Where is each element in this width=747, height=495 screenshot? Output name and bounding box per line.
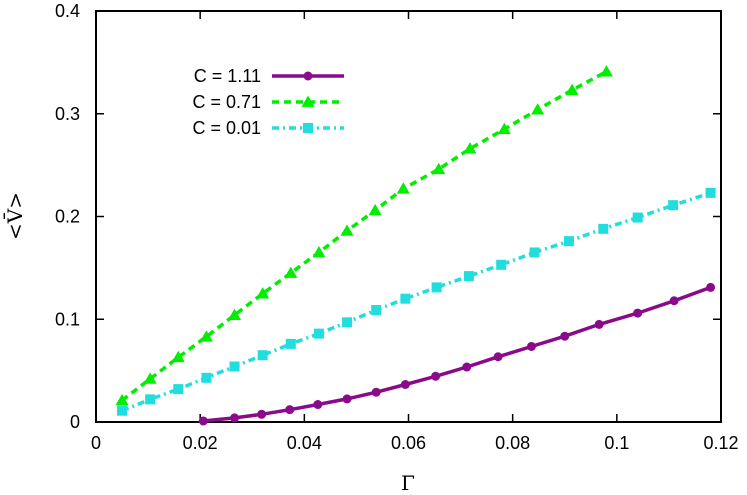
data-point bbox=[115, 393, 129, 406]
data-point bbox=[257, 350, 268, 361]
data-point bbox=[497, 122, 511, 135]
x-tick-label: 0.12 bbox=[703, 433, 738, 453]
data-point bbox=[432, 162, 446, 175]
legend: C = 1.11 C = 0.71 C = 0.01 bbox=[192, 66, 344, 138]
data-point bbox=[598, 223, 609, 234]
x-tick-label: 0.08 bbox=[495, 433, 530, 453]
data-point bbox=[493, 352, 503, 362]
data-point bbox=[632, 212, 643, 223]
series-2 bbox=[115, 65, 613, 406]
data-point bbox=[706, 282, 716, 292]
data-point bbox=[371, 305, 382, 316]
data-point bbox=[668, 200, 679, 211]
data-point bbox=[565, 83, 579, 95]
legend-label: C = 0.01 bbox=[192, 118, 261, 138]
x-tick-label: 0.02 bbox=[183, 433, 218, 453]
data-point bbox=[285, 338, 296, 349]
data-point bbox=[400, 293, 411, 304]
plot-frame bbox=[95, 10, 722, 423]
data-point bbox=[463, 142, 477, 154]
legend-marker bbox=[303, 71, 313, 81]
y-tick-label: 0.4 bbox=[55, 1, 80, 21]
data-point bbox=[563, 236, 574, 247]
legend-label: C = 1.11 bbox=[194, 66, 261, 86]
series-3 bbox=[117, 187, 716, 416]
y-tick-label: 0.2 bbox=[55, 207, 80, 227]
data-point bbox=[560, 331, 570, 341]
data-point bbox=[342, 317, 353, 328]
data-point bbox=[526, 341, 536, 351]
data-point bbox=[463, 271, 474, 282]
data-point bbox=[284, 266, 298, 278]
data-point bbox=[229, 361, 240, 372]
data-point bbox=[201, 372, 212, 383]
data-point bbox=[431, 282, 442, 293]
data-point bbox=[228, 308, 242, 321]
legend-item: C = 0.71 bbox=[192, 92, 344, 112]
axis-ticks: 0 0.02 0.04 0.06 0.08 0.1 0.12 0 0.1 0.2 0.3 0.4 bbox=[55, 1, 739, 453]
data-point bbox=[599, 65, 613, 77]
legend-item: C = 1.11 bbox=[194, 66, 344, 86]
data-point bbox=[257, 409, 267, 419]
data-point bbox=[705, 187, 716, 198]
data-point bbox=[173, 384, 184, 395]
data-point bbox=[594, 319, 604, 329]
legend-item: C = 0.01 bbox=[192, 118, 344, 138]
data-point bbox=[143, 372, 157, 384]
data-point bbox=[313, 328, 324, 339]
legend-marker bbox=[303, 123, 313, 133]
plot-area: 0 0.02 0.04 0.06 0.08 0.1 0.12 0 0.1 0.2 0.3 0.4 bbox=[55, 1, 739, 453]
data-point bbox=[531, 103, 545, 115]
data-point bbox=[199, 330, 213, 342]
legend-marker bbox=[301, 95, 315, 107]
y-axis-title: <V̄> bbox=[2, 192, 27, 240]
series-layer bbox=[115, 65, 716, 426]
x-tick-label: 0.06 bbox=[391, 433, 426, 453]
data-point bbox=[313, 400, 323, 410]
y-tick-label: 0.3 bbox=[55, 104, 80, 124]
data-point bbox=[431, 371, 441, 381]
data-point bbox=[669, 296, 679, 306]
data-point bbox=[145, 394, 156, 405]
series-line bbox=[203, 285, 712, 423]
data-point bbox=[496, 259, 507, 270]
data-point bbox=[400, 379, 410, 389]
data-point bbox=[285, 405, 295, 415]
data-point bbox=[171, 350, 185, 363]
x-axis-title: Γ bbox=[401, 471, 415, 495]
x-tick-label: 0.04 bbox=[287, 433, 322, 453]
series-1 bbox=[198, 282, 716, 426]
x-tick-label: 0 bbox=[91, 433, 101, 453]
data-point bbox=[117, 405, 128, 416]
data-point bbox=[198, 416, 208, 426]
y-tick-label: 0 bbox=[70, 412, 80, 432]
data-point bbox=[312, 245, 326, 258]
data-point bbox=[230, 413, 240, 423]
data-point bbox=[396, 182, 410, 194]
data-point bbox=[256, 287, 270, 299]
data-point bbox=[340, 224, 354, 236]
data-point bbox=[462, 362, 472, 372]
y-tick-label: 0.1 bbox=[55, 309, 80, 329]
legend-label: C = 0.71 bbox=[192, 92, 261, 112]
data-point bbox=[529, 247, 540, 258]
data-point bbox=[633, 308, 643, 318]
data-point bbox=[368, 203, 382, 216]
data-point bbox=[342, 394, 352, 404]
data-point bbox=[371, 387, 381, 397]
x-tick-label: 0.1 bbox=[604, 433, 629, 453]
series-line bbox=[121, 191, 712, 413]
